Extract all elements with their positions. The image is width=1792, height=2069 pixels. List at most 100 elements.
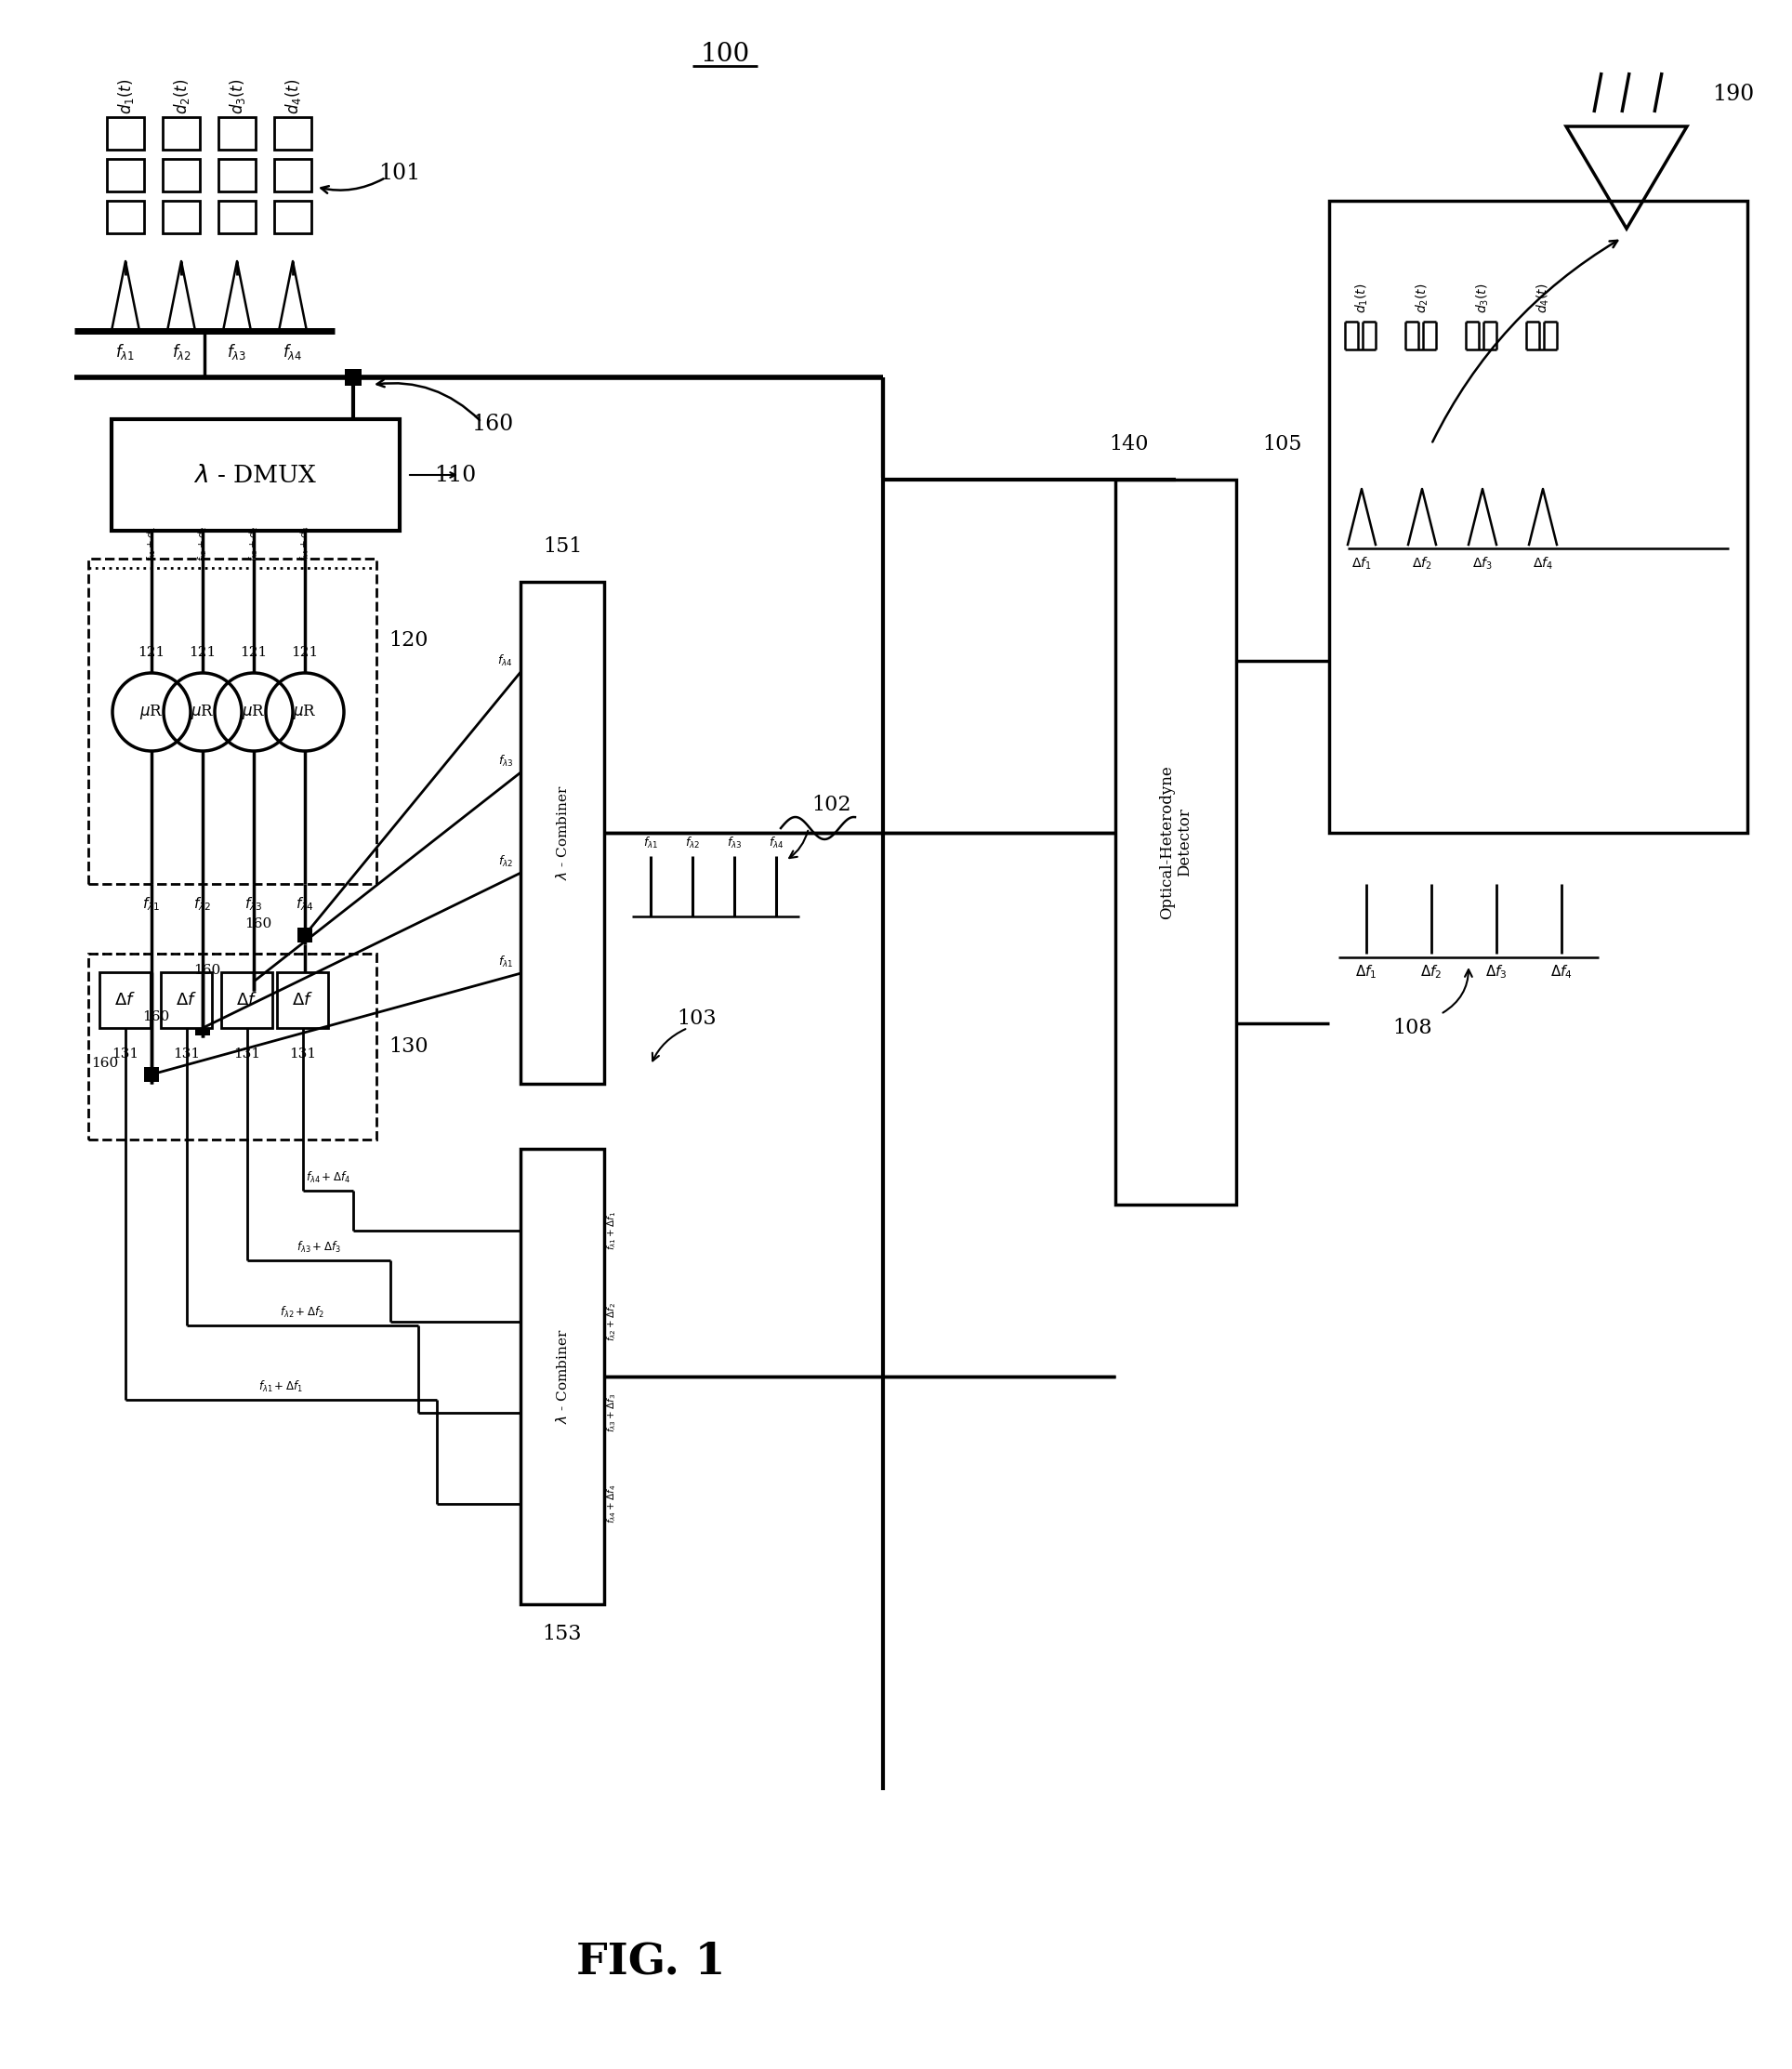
Text: $\Delta f_4$: $\Delta f_4$ [1550, 964, 1573, 981]
Text: $f_{\lambda 1}+\Delta f_1$: $f_{\lambda 1}+\Delta f_1$ [258, 1380, 303, 1395]
Text: $d_4(t)$: $d_4(t)$ [1534, 283, 1552, 312]
Text: 121: 121 [240, 646, 267, 660]
Text: 130: 130 [389, 1037, 428, 1057]
Bar [195, 1020, 210, 1034]
Text: $\Delta f_1$: $\Delta f_1$ [1351, 554, 1371, 571]
Bar [219, 159, 256, 192]
Bar [278, 972, 328, 1028]
Text: 101: 101 [378, 161, 421, 184]
Text: $f_{\lambda 2}$: $f_{\lambda 2}$ [498, 854, 513, 869]
Text: $\mu$R: $\mu$R [190, 703, 215, 722]
Text: FIG. 1: FIG. 1 [575, 1941, 726, 1984]
Bar [297, 927, 312, 943]
Text: 190: 190 [1713, 83, 1754, 106]
Text: $\lambda$ - Combiner: $\lambda$ - Combiner [556, 784, 570, 881]
Text: 121: 121 [188, 646, 217, 660]
Text: $f_{\lambda 2}+\Delta f_2$: $f_{\lambda 2}+\Delta f_2$ [280, 1306, 324, 1320]
Bar [163, 201, 201, 234]
Bar [274, 201, 312, 234]
Bar [520, 581, 604, 1084]
Text: 153: 153 [543, 1624, 582, 1645]
Text: 108: 108 [1392, 1018, 1432, 1039]
Text: Optical-Heterodyne
Detector: Optical-Heterodyne Detector [1159, 766, 1193, 919]
Text: 160: 160 [91, 1057, 118, 1070]
Bar [99, 972, 151, 1028]
Bar [520, 1148, 604, 1603]
Text: 131: 131 [289, 1047, 315, 1061]
Text: 110: 110 [434, 463, 477, 486]
Text: $f_{\lambda 1}+\Delta f_1$: $f_{\lambda 1}+\Delta f_1$ [606, 1210, 618, 1250]
Text: $\Delta f_2$: $\Delta f_2$ [1412, 554, 1432, 571]
Text: $\Delta f_3$: $\Delta f_3$ [1486, 964, 1507, 981]
Text: $\lambda$ - Combiner: $\lambda$ - Combiner [556, 1328, 570, 1423]
Text: $\mu$R: $\mu$R [292, 703, 317, 722]
Text: $f_{\lambda 2}+d_2$: $f_{\lambda 2}+d_2$ [195, 526, 210, 561]
Text: 160: 160 [246, 917, 272, 931]
Bar [88, 954, 376, 1140]
Text: 131: 131 [172, 1047, 201, 1061]
Text: $\Delta f_3$: $\Delta f_3$ [1473, 554, 1493, 571]
Bar [108, 159, 143, 192]
Text: $f_{\lambda 3}+d_2$: $f_{\lambda 3}+d_2$ [247, 526, 260, 561]
Bar [163, 159, 201, 192]
Text: $d_2(t)$: $d_2(t)$ [172, 79, 192, 114]
Text: $f_{\lambda 3}$: $f_{\lambda 3}$ [726, 836, 742, 850]
Text: $f_{\lambda 1}$: $f_{\lambda 1}$ [116, 341, 134, 362]
Text: 140: 140 [1109, 434, 1149, 455]
Text: $f_{\lambda 2}$: $f_{\lambda 2}$ [172, 341, 192, 362]
Text: $f_{\lambda 4}$: $f_{\lambda 4}$ [769, 836, 783, 850]
Text: $\Delta f_4$: $\Delta f_4$ [1532, 554, 1554, 571]
Bar [163, 118, 201, 149]
Bar [1330, 201, 1747, 834]
Text: $f_{\lambda 1}+d_1$: $f_{\lambda 1}+d_1$ [145, 526, 158, 561]
Bar [274, 159, 312, 192]
Text: 105: 105 [1263, 434, 1303, 455]
Text: 160: 160 [194, 964, 220, 977]
Text: $f_{\lambda 3}+\Delta f_3$: $f_{\lambda 3}+\Delta f_3$ [606, 1392, 618, 1432]
Bar [219, 118, 256, 149]
Text: $\Delta f$: $\Delta f$ [176, 991, 197, 1008]
Bar [111, 420, 400, 532]
Text: $\lambda$ - DMUX: $\lambda$ - DMUX [194, 463, 317, 486]
Text: 103: 103 [677, 1008, 717, 1028]
Bar [219, 201, 256, 234]
Text: $\Delta f$: $\Delta f$ [115, 991, 136, 1008]
Text: $f_{\lambda 4}$: $f_{\lambda 4}$ [498, 654, 513, 668]
Text: $f_{\lambda 2}$: $f_{\lambda 2}$ [194, 896, 211, 912]
Bar [220, 972, 272, 1028]
Text: 160: 160 [143, 1010, 170, 1024]
Text: 160: 160 [471, 414, 514, 434]
Text: $f_{\lambda 3}+\Delta f_3$: $f_{\lambda 3}+\Delta f_3$ [296, 1239, 340, 1254]
Text: $f_{\lambda 3}$: $f_{\lambda 3}$ [246, 896, 263, 912]
Text: $\mu$R: $\mu$R [140, 703, 163, 722]
Text: 151: 151 [543, 536, 582, 557]
Text: 131: 131 [233, 1047, 260, 1061]
Bar [88, 559, 376, 883]
Bar [344, 368, 362, 385]
Text: 121: 121 [292, 646, 319, 660]
Text: 102: 102 [812, 794, 851, 815]
Bar [1115, 480, 1236, 1204]
Text: $f_{\lambda 2}+\Delta f_2$: $f_{\lambda 2}+\Delta f_2$ [606, 1301, 618, 1341]
Text: $f_{\lambda 4}+d_4$: $f_{\lambda 4}+d_4$ [299, 526, 312, 561]
Bar [108, 201, 143, 234]
Text: $\Delta f$: $\Delta f$ [237, 991, 258, 1008]
Bar [246, 974, 262, 989]
Text: $f_{\lambda 3}$: $f_{\lambda 3}$ [498, 753, 513, 770]
Text: $f_{\lambda 1}$: $f_{\lambda 1}$ [143, 896, 161, 912]
Bar [274, 118, 312, 149]
Text: 120: 120 [389, 629, 428, 650]
Text: $f_{\lambda 3}$: $f_{\lambda 3}$ [228, 341, 247, 362]
Text: $f_{\lambda 4}$: $f_{\lambda 4}$ [296, 896, 314, 912]
Text: 100: 100 [701, 41, 749, 66]
Text: $f_{\lambda 1}$: $f_{\lambda 1}$ [643, 836, 658, 850]
Text: $f_{\lambda 4}+\Delta f_4$: $f_{\lambda 4}+\Delta f_4$ [606, 1483, 618, 1525]
Text: 131: 131 [111, 1047, 138, 1061]
Text: $d_1(t)$: $d_1(t)$ [1353, 283, 1369, 312]
Text: $d_3(t)$: $d_3(t)$ [1475, 283, 1491, 312]
Text: $d_3(t)$: $d_3(t)$ [228, 79, 247, 114]
Text: $f_{\lambda 4}$: $f_{\lambda 4}$ [283, 341, 303, 362]
Text: $d_2(t)$: $d_2(t)$ [1414, 283, 1430, 312]
Bar [161, 972, 211, 1028]
Text: $f_{\lambda 4}+\Delta f_4$: $f_{\lambda 4}+\Delta f_4$ [306, 1171, 349, 1186]
